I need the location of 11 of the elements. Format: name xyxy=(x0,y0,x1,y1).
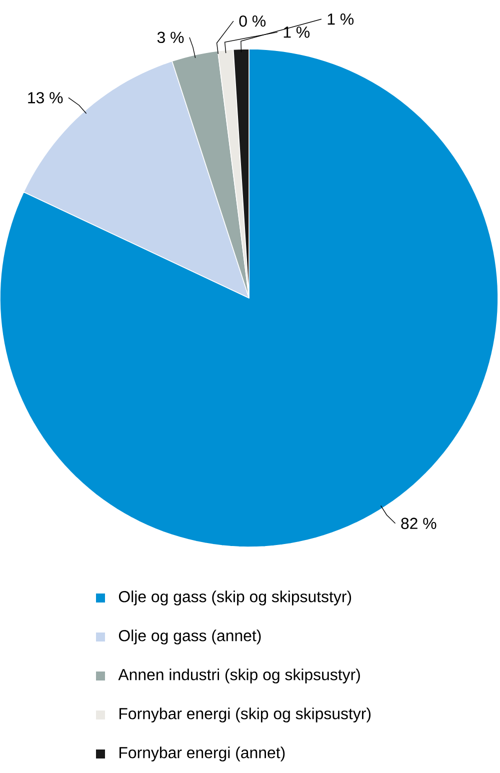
legend-label: Fornybar energi (skip og skipsustyr) xyxy=(120,708,371,722)
data-label: 82 % xyxy=(401,518,436,530)
legend-label: Annen industri (skip og skipsustyr) xyxy=(118,668,360,684)
text: 0 % xyxy=(239,15,266,27)
legend-label: Fornybar energi (annet) xyxy=(120,746,285,762)
data-label: 1 % xyxy=(328,14,354,25)
data-label: 1 % xyxy=(284,26,310,38)
legend-label: Olje og gass (annet) xyxy=(118,630,261,644)
data-label: 13 % xyxy=(28,92,63,104)
legend-label: Olje og gass (skip og skipsutstyr) xyxy=(118,590,352,606)
data-label: 3 % xyxy=(157,32,184,44)
